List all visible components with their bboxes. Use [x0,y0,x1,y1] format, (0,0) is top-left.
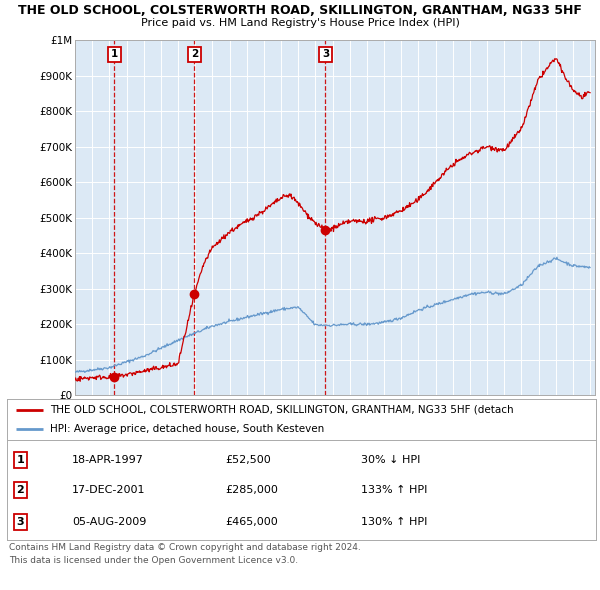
Text: 05-AUG-2009: 05-AUG-2009 [72,517,146,527]
Text: Contains HM Land Registry data © Crown copyright and database right 2024.: Contains HM Land Registry data © Crown c… [9,543,361,552]
Text: This data is licensed under the Open Government Licence v3.0.: This data is licensed under the Open Gov… [9,556,298,565]
Text: 3: 3 [322,50,329,60]
Text: HPI: Average price, detached house, South Kesteven: HPI: Average price, detached house, Sout… [50,424,324,434]
Text: 1: 1 [16,455,24,465]
Text: 130% ↑ HPI: 130% ↑ HPI [361,517,427,527]
Text: 1: 1 [110,50,118,60]
Text: 30% ↓ HPI: 30% ↓ HPI [361,455,420,465]
Text: THE OLD SCHOOL, COLSTERWORTH ROAD, SKILLINGTON, GRANTHAM, NG33 5HF: THE OLD SCHOOL, COLSTERWORTH ROAD, SKILL… [18,4,582,17]
Text: £465,000: £465,000 [225,517,278,527]
Text: 3: 3 [16,517,24,527]
Text: Price paid vs. HM Land Registry's House Price Index (HPI): Price paid vs. HM Land Registry's House … [140,18,460,28]
Text: £52,500: £52,500 [225,455,271,465]
Text: 2: 2 [16,485,24,495]
Text: 133% ↑ HPI: 133% ↑ HPI [361,485,427,495]
Text: £285,000: £285,000 [225,485,278,495]
Text: 18-APR-1997: 18-APR-1997 [72,455,144,465]
Text: 2: 2 [191,50,198,60]
Text: THE OLD SCHOOL, COLSTERWORTH ROAD, SKILLINGTON, GRANTHAM, NG33 5HF (detach: THE OLD SCHOOL, COLSTERWORTH ROAD, SKILL… [50,405,513,415]
Text: 17-DEC-2001: 17-DEC-2001 [72,485,146,495]
